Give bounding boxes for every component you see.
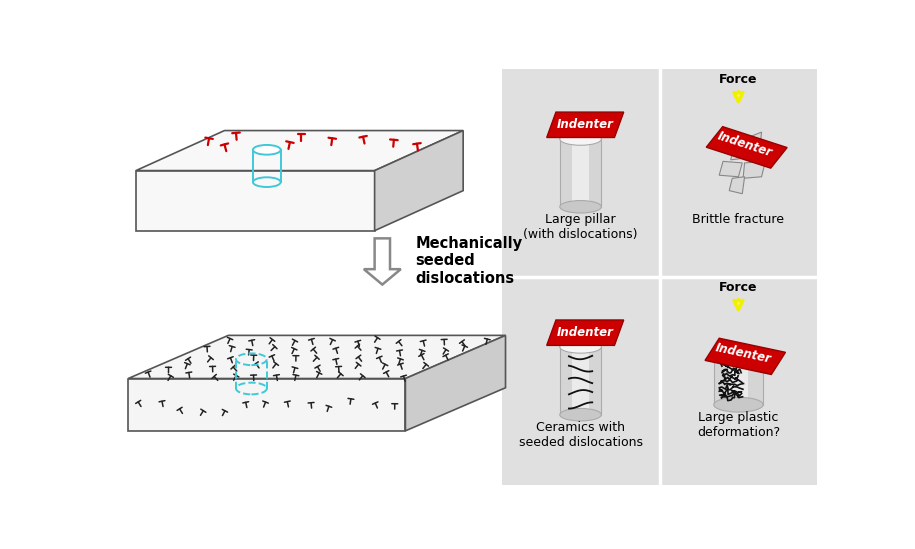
Bar bbox=[560, 139, 601, 207]
Text: Large plastic
deformation?: Large plastic deformation? bbox=[697, 411, 780, 439]
Polygon shape bbox=[128, 378, 405, 431]
Polygon shape bbox=[136, 171, 374, 231]
Bar bbox=[572, 347, 589, 414]
Text: Force: Force bbox=[719, 73, 758, 86]
Polygon shape bbox=[374, 131, 463, 231]
Bar bbox=[501, 69, 817, 485]
Bar bbox=[714, 357, 763, 405]
Ellipse shape bbox=[560, 200, 601, 213]
Ellipse shape bbox=[714, 397, 763, 412]
Text: Mechanically
seeded
dislocations: Mechanically seeded dislocations bbox=[415, 236, 522, 285]
Polygon shape bbox=[364, 238, 401, 284]
Ellipse shape bbox=[253, 145, 281, 155]
Text: Indenter: Indenter bbox=[714, 341, 772, 366]
Bar bbox=[572, 139, 589, 207]
Text: Brittle fracture: Brittle fracture bbox=[693, 213, 784, 226]
Ellipse shape bbox=[560, 133, 601, 145]
Polygon shape bbox=[405, 335, 505, 431]
Ellipse shape bbox=[560, 408, 601, 421]
Bar bbox=[560, 347, 601, 414]
Polygon shape bbox=[136, 131, 463, 171]
Text: Indenter: Indenter bbox=[716, 130, 774, 159]
Text: Large pillar
(with dislocations): Large pillar (with dislocations) bbox=[523, 213, 638, 241]
Polygon shape bbox=[706, 127, 787, 168]
Polygon shape bbox=[749, 140, 773, 160]
Text: Indenter: Indenter bbox=[556, 326, 614, 339]
Bar bbox=[728, 357, 748, 405]
Polygon shape bbox=[743, 161, 765, 178]
Polygon shape bbox=[546, 320, 624, 345]
Polygon shape bbox=[719, 161, 742, 177]
Polygon shape bbox=[731, 138, 754, 160]
Ellipse shape bbox=[560, 341, 601, 353]
Text: Force: Force bbox=[719, 281, 758, 294]
Polygon shape bbox=[128, 335, 505, 378]
Ellipse shape bbox=[714, 350, 763, 365]
Polygon shape bbox=[705, 338, 785, 374]
Text: Ceramics with
seeded dislocations: Ceramics with seeded dislocations bbox=[519, 421, 642, 449]
Polygon shape bbox=[729, 177, 745, 194]
Text: Indenter: Indenter bbox=[556, 118, 614, 131]
Polygon shape bbox=[746, 132, 761, 149]
Polygon shape bbox=[546, 112, 624, 137]
